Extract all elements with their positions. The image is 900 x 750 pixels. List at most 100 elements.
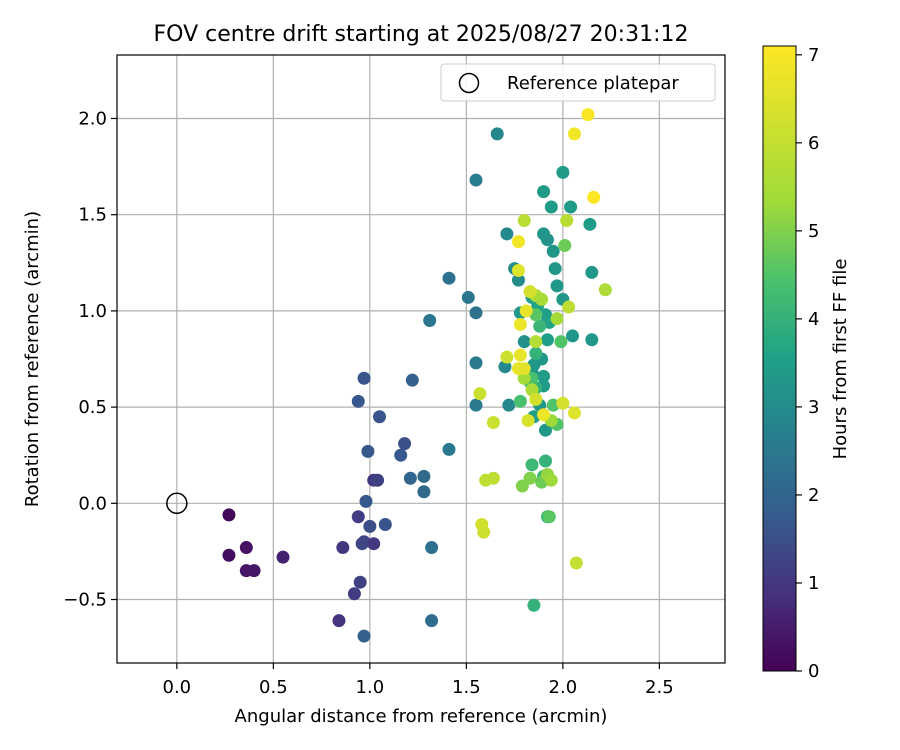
data-point — [378, 517, 392, 531]
colorbar-tick-label: 2 — [808, 485, 819, 506]
data-point — [564, 200, 578, 214]
colorbar-tick-label: 7 — [808, 45, 819, 66]
y-tick-label: 0.0 — [78, 493, 107, 514]
data-point — [351, 510, 365, 524]
data-point — [517, 213, 531, 227]
data-point — [347, 587, 361, 601]
data-point — [529, 335, 543, 349]
data-point — [517, 371, 531, 385]
y-axis-label: Rotation from reference (arcmin) — [22, 211, 43, 507]
colorbar-tick-label: 0 — [808, 661, 819, 682]
data-point — [542, 510, 556, 524]
data-point — [357, 629, 371, 643]
colorbar-gradient — [762, 45, 797, 672]
data-point — [371, 473, 385, 487]
data-point — [359, 494, 373, 508]
data-point — [521, 414, 535, 428]
data-point — [585, 265, 599, 279]
y-tick-label: 0.5 — [78, 397, 107, 418]
colorbar-tick-label: 1 — [808, 573, 819, 594]
data-point — [361, 444, 375, 458]
x-tick-label: 0.5 — [259, 677, 288, 698]
data-point — [442, 271, 456, 285]
data-point — [540, 333, 554, 347]
data-point — [357, 371, 371, 385]
data-point — [469, 398, 483, 412]
data-point — [583, 217, 597, 231]
data-point — [425, 614, 439, 628]
data-point — [394, 448, 408, 462]
data-point — [363, 519, 377, 533]
data-point — [511, 263, 525, 277]
data-point — [423, 314, 437, 328]
x-tick-label: 1.5 — [452, 677, 481, 698]
data-point — [550, 279, 564, 293]
data-point — [587, 190, 601, 204]
data-point — [486, 471, 500, 485]
data-point — [558, 238, 572, 252]
data-point — [544, 200, 558, 214]
data-point — [222, 548, 236, 562]
data-point — [398, 437, 412, 451]
data-point — [513, 317, 527, 331]
data-point — [546, 398, 560, 412]
y-tick-label: 1.0 — [78, 301, 107, 322]
colorbar-tick-label: 5 — [808, 221, 819, 242]
y-tick-label: −0.5 — [63, 590, 107, 611]
x-tick-label: 2.5 — [645, 677, 674, 698]
data-point — [357, 535, 371, 549]
data-point — [500, 227, 514, 241]
data-point — [562, 300, 576, 314]
x-axis-ticks: 0.0 0.5 1.0 1.5 2.0 2.5 — [163, 663, 674, 698]
data-point — [517, 335, 531, 349]
data-point — [519, 304, 533, 318]
grid — [117, 55, 725, 663]
data-point — [486, 415, 500, 429]
data-point — [222, 508, 236, 522]
y-axis-ticks: −0.5 0.0 0.5 1.0 1.5 2.0 — [63, 108, 117, 611]
data-point — [473, 387, 487, 401]
data-point — [469, 356, 483, 370]
y-tick-label: 2.0 — [78, 108, 107, 129]
data-point — [469, 306, 483, 320]
legend-marker-reference — [458, 72, 480, 94]
x-tick-label: 1.0 — [356, 677, 385, 698]
data-point — [525, 458, 539, 472]
x-axis-label: Angular distance from reference (arcmin) — [235, 706, 608, 727]
data-point — [425, 541, 439, 555]
data-point — [247, 564, 261, 578]
reference-platepar-marker — [166, 492, 188, 515]
data-point — [239, 541, 253, 555]
colorbar-ticks: 0 1 2 3 4 5 6 7 — [796, 45, 819, 682]
data-point — [517, 362, 531, 376]
data-point — [556, 396, 570, 410]
data-point — [511, 273, 525, 287]
legend: Reference platepar — [440, 63, 716, 102]
x-tick-label: 0.0 — [163, 677, 192, 698]
data-point — [567, 127, 581, 141]
data-point — [403, 471, 417, 485]
data-point — [537, 185, 551, 199]
plot-frame — [116, 54, 726, 664]
data-point — [544, 473, 558, 487]
data-point — [535, 292, 549, 306]
data-point — [537, 408, 551, 422]
data-point — [546, 244, 560, 258]
data-point — [351, 394, 365, 408]
data-point — [405, 373, 419, 387]
data-point — [538, 454, 552, 468]
legend-box — [440, 63, 716, 102]
data-point — [276, 550, 290, 564]
data-point — [537, 369, 551, 383]
data-point — [502, 398, 516, 412]
colorbar: 0 1 2 3 4 5 6 7 Hours from first FF file — [762, 45, 851, 682]
colorbar-label: Hours from first FF file — [830, 259, 851, 460]
data-point — [538, 423, 552, 437]
colorbar-tick-label: 6 — [808, 133, 819, 154]
data-point — [417, 485, 431, 499]
data-point — [513, 348, 527, 362]
data-point — [527, 598, 541, 612]
data-point — [523, 285, 537, 299]
legend-label-reference: Reference platepar — [507, 73, 679, 94]
